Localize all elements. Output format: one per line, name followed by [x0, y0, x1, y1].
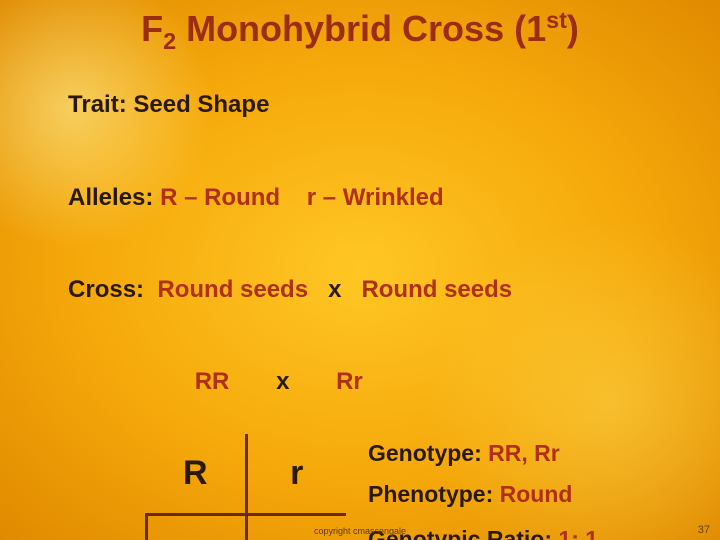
cross-label: Cross:	[68, 276, 157, 303]
allele-dom-txt: – Round	[177, 184, 280, 211]
cross-p2: Round seeds	[361, 276, 512, 303]
title-pre: F	[141, 8, 163, 49]
info-block: Trait: Seed Shape Alleles: R – Round r –…	[28, 60, 692, 429]
title-sub: 2	[163, 28, 176, 54]
geno-x: x	[229, 368, 336, 395]
page-number: 37	[698, 524, 710, 536]
geno-pad	[68, 368, 195, 395]
slide-title: F2 Monohybrid Cross (1st)	[28, 8, 692, 54]
trait-label: Trait:	[68, 91, 133, 118]
cross-x1: x	[308, 276, 361, 303]
genotype-label: Genotype:	[368, 440, 488, 466]
title-sup: st	[546, 7, 567, 33]
geno-p1: RR	[195, 368, 230, 395]
genotype-value: RR, Rr	[488, 440, 560, 466]
punnett-col-1: R	[146, 434, 246, 514]
title-mid: Monohybrid Cross (1	[176, 8, 546, 49]
punnett-square: R r R RR Rr R RR Rr	[28, 434, 368, 540]
phenotype-label: Phenotype:	[368, 481, 500, 507]
trait-value: Seed Shape	[133, 91, 269, 118]
title-post: )	[567, 8, 579, 49]
allele-dom-sym: R	[160, 184, 177, 211]
geno-p2: Rr	[336, 368, 363, 395]
copyright-text: copyright cmassengale	[0, 526, 720, 536]
cross-p1: Round seeds	[157, 276, 308, 303]
alleles-label: Alleles:	[68, 184, 160, 211]
phenotype-value: Round	[500, 481, 573, 507]
punnett-col-2: r	[246, 434, 346, 514]
allele-rec-txt: – Wrinkled	[316, 184, 444, 211]
allele-rec-sym: r	[307, 184, 316, 211]
results-block: Genotype: RR, Rr Phenotype: Round Genoty…	[368, 434, 692, 540]
